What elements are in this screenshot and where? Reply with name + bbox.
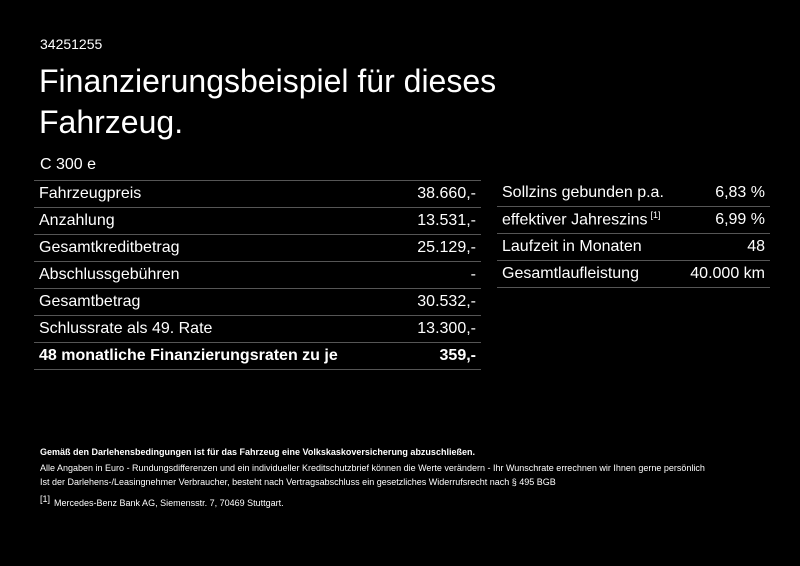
row-label: Gesamtbetrag xyxy=(39,293,141,310)
row-label: Gesamtkreditbetrag xyxy=(39,239,180,256)
notice: Gemäß den Darlehensbedingungen ist für d… xyxy=(40,447,475,457)
row-value: 6,83 % xyxy=(715,184,765,201)
model: C 300 e xyxy=(40,156,97,173)
row-label: Schlussrate als 49. Rate xyxy=(39,320,213,337)
title: Finanzierungsbeispiel für dieses xyxy=(39,63,497,99)
row-label-wrap: effektiver Jahreszins [1] xyxy=(502,210,661,229)
financing-table: Fahrzeugpreis 38.660,- Anzahlung 13.531,- Ge… xyxy=(34,180,481,370)
row-label: effektiver Jahreszins xyxy=(502,211,648,229)
row-label-wrap: Laufzeit in Monaten xyxy=(502,238,642,256)
row-value: 48 xyxy=(747,238,765,255)
table-row: Laufzeit in Monaten 48 xyxy=(497,234,770,261)
footnote-text: Mercedes-Benz Bank AG, Siemensstr. 7, 70… xyxy=(54,498,284,508)
row-label: Fahrzeugpreis xyxy=(39,185,142,202)
row-label: 48 monatliche Finanzierungsraten zu je xyxy=(39,347,338,364)
row-label-wrap: Sollzins gebunden p.a. xyxy=(502,184,664,202)
table-row: Gesamtkreditbetrag 25.129,- xyxy=(34,235,481,262)
row-value: 30.532,- xyxy=(417,293,476,310)
row-label: Sollzins gebunden p.a. xyxy=(502,184,664,201)
title: Fahrzeug. xyxy=(39,104,184,140)
row-value: 6,99 % xyxy=(715,211,765,228)
table-row: Schlussrate als 49. Rate 13.300,- xyxy=(34,316,481,343)
row-label-wrap: Gesamtlaufleistung xyxy=(502,265,639,283)
vehicle-id: 34251255 xyxy=(40,36,103,52)
rate-table: Sollzins gebunden p.a. 6,83 % effektiver J… xyxy=(497,180,770,288)
row-value: 25.129,- xyxy=(417,239,476,256)
row-value: 13.531,- xyxy=(417,212,476,229)
footnote-marker: [1] xyxy=(40,494,51,504)
row-label: Abschlussgebühren xyxy=(39,266,180,283)
footer-line: Alle Angaben in Euro - Rundungsdifferenz… xyxy=(40,463,705,473)
footnote-marker: [1] xyxy=(650,210,661,221)
row-value: 13.300,- xyxy=(417,320,476,337)
table-row: Gesamtlaufleistung 40.000 km xyxy=(497,261,770,288)
table-row: effektiver Jahreszins [1] 6,99 % xyxy=(497,207,770,234)
table-row: Anzahlung 13.531,- xyxy=(34,208,481,235)
footnote: [1] Mercedes-Benz Bank AG, Siemensstr. 7,… xyxy=(40,494,284,508)
footer-line: Ist der Darlehens-/Leasingnehmer Verbrau… xyxy=(40,477,556,487)
table-row: Gesamtbetrag 30.532,- xyxy=(34,289,481,316)
row-label: Gesamtlaufleistung xyxy=(502,265,639,282)
row-value: - xyxy=(470,266,476,283)
table-row: Abschlussgebühren - xyxy=(34,262,481,289)
row-label: Laufzeit in Monaten xyxy=(502,238,642,255)
table-row: 48 monatliche Finanzierungsraten zu je 35… xyxy=(34,343,481,370)
table-row: Sollzins gebunden p.a. 6,83 % xyxy=(497,180,770,207)
row-label: Anzahlung xyxy=(39,212,115,229)
row-value: 40.000 km xyxy=(690,265,765,282)
table-row: Fahrzeugpreis 38.660,- xyxy=(34,181,481,208)
row-value: 38.660,- xyxy=(417,185,476,202)
row-value: 359,- xyxy=(439,347,476,364)
